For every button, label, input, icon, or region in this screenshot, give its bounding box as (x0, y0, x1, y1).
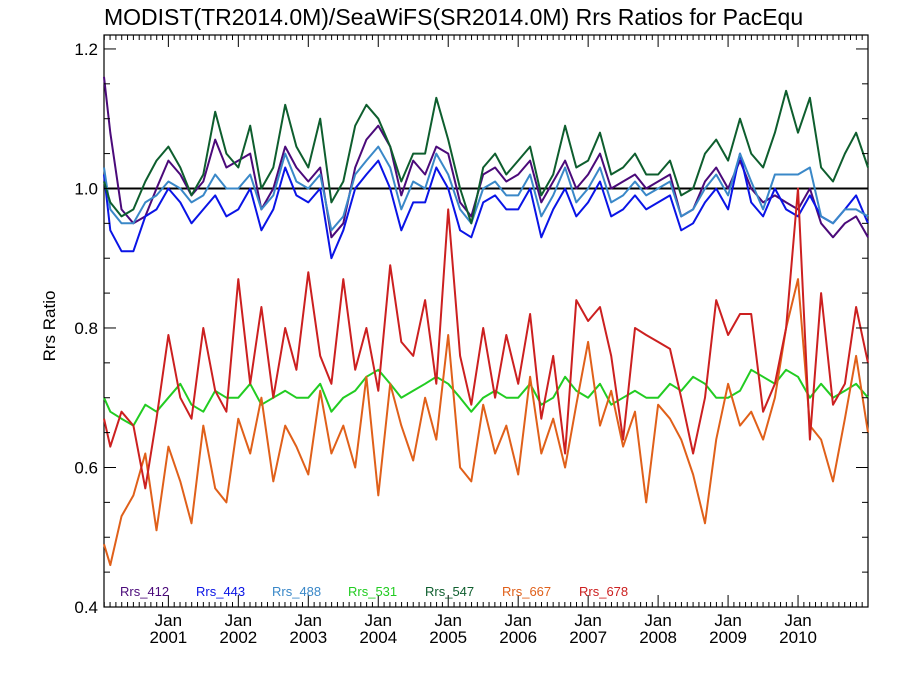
series-lines (103, 76, 869, 567)
legend-entry-rrs-531: Rrs_531 (348, 584, 397, 599)
x-tick-label-month: Jan (225, 611, 252, 630)
x-tick-label-year: 2002 (219, 628, 257, 647)
x-tick-label-month: Jan (504, 611, 531, 630)
legend: Rrs_412 Rrs_443 Rrs_488 Rrs_531 Rrs_547 Rrs_6… (120, 584, 628, 599)
y-tick-label: 1.2 (74, 40, 98, 59)
x-tick-label-month: Jan (784, 611, 811, 630)
series-line-rrs-547 (103, 89, 869, 225)
x-tick-label-year: 2007 (569, 628, 607, 647)
y-tick-label: 1.0 (74, 179, 98, 198)
series-line-rrs-443 (103, 152, 869, 260)
series-line-rrs-412 (103, 76, 869, 239)
x-tick-label-year: 2010 (779, 628, 817, 647)
legend-entry-rrs-488: Rrs_488 (272, 584, 321, 599)
series-line-rrs-667 (103, 278, 869, 567)
axes: 0.40.60.81.01.2Jan2001Jan2002Jan2003Jan2… (74, 35, 868, 647)
x-tick-label-year: 2008 (639, 628, 677, 647)
series-line-rrs-488 (103, 145, 869, 232)
y-tick-label: 0.6 (74, 458, 98, 477)
chart-title: MODIST(TR2014.0M)/SeaWiFS(SR2014.0M) Rrs… (104, 4, 803, 30)
x-tick-label-year: 2005 (429, 628, 467, 647)
legend-entry-rrs-678: Rrs_678 (579, 584, 628, 599)
x-tick-label-year: 2001 (149, 628, 187, 647)
x-tick-label-year: 2009 (709, 628, 747, 647)
x-tick-label-year: 2003 (289, 628, 327, 647)
legend-entry-rrs-667: Rrs_667 (502, 584, 551, 599)
plot-frame (103, 34, 869, 608)
legend-entry-rrs-412: Rrs_412 (120, 584, 169, 599)
y-tick-label: 0.8 (74, 319, 98, 338)
x-tick-label-month: Jan (714, 611, 741, 630)
x-tick-label-year: 2004 (359, 628, 397, 647)
y-tick-label: 0.4 (74, 598, 98, 617)
series-line-rrs-678 (103, 187, 869, 490)
series-line-rrs-531 (103, 368, 869, 427)
x-tick-label-year: 2006 (499, 628, 537, 647)
x-tick-label-month: Jan (295, 611, 322, 630)
x-tick-label-month: Jan (365, 611, 392, 630)
y-axis-label: Rrs Ratio (40, 291, 59, 362)
legend-entry-rrs-547: Rrs_547 (425, 584, 474, 599)
x-tick-label-month: Jan (155, 611, 182, 630)
legend-entry-rrs-443: Rrs_443 (196, 584, 245, 599)
x-tick-label-month: Jan (574, 611, 601, 630)
x-tick-label-month: Jan (644, 611, 671, 630)
x-tick-label-month: Jan (435, 611, 462, 630)
